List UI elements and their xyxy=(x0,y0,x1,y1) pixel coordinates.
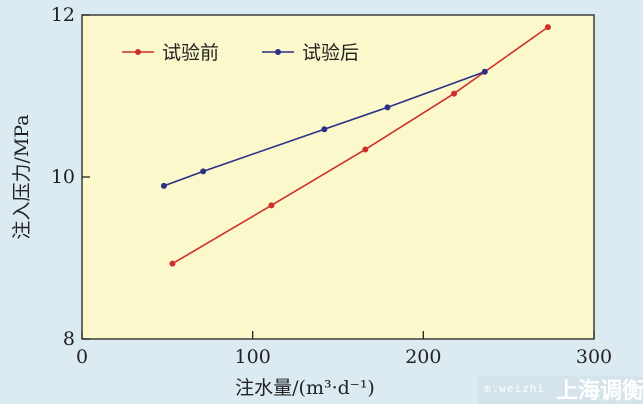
plot-area xyxy=(82,15,594,339)
legend-marker-0 xyxy=(135,49,141,55)
series-1-point-1 xyxy=(200,168,207,175)
series-1-point-2 xyxy=(321,126,328,133)
series-0-point-1 xyxy=(268,202,275,209)
x-tick-label-0: 0 xyxy=(76,346,88,368)
x-axis-title: 注水量/(m³·d⁻¹) xyxy=(235,377,375,399)
x-tick-label-2: 200 xyxy=(405,346,441,368)
series-1-point-0 xyxy=(160,182,167,189)
series-1-point-4 xyxy=(481,68,488,75)
legend: 试验前 试验后 xyxy=(122,42,359,64)
axes-layer: 0 100 200 300 8 10 12 xyxy=(51,4,612,368)
series-0-point-3 xyxy=(451,90,458,97)
series-1-point-3 xyxy=(384,104,391,111)
legend-label-1: 试验后 xyxy=(302,42,359,64)
y-tick-label-2: 12 xyxy=(51,4,75,26)
series-0-point-0 xyxy=(169,260,176,267)
y-axis-title: 注入压力/MPa xyxy=(11,114,33,239)
series-layer xyxy=(160,24,551,267)
y-tick-label-1: 10 xyxy=(51,166,75,188)
watermark-brand-tail: 衡 xyxy=(622,378,643,404)
legend-marker-1 xyxy=(275,49,281,55)
y-tick-label-0: 8 xyxy=(63,328,75,350)
x-tick-label-3: 300 xyxy=(576,346,612,368)
series-0-point-2 xyxy=(362,146,369,153)
watermark-brand: 上海调 xyxy=(556,378,622,404)
series-0-point-4 xyxy=(544,24,551,31)
legend-label-0: 试验前 xyxy=(162,42,219,64)
watermark-url: m.weizhi xyxy=(484,382,545,395)
watermark: m.weizhi 上海调 衡 xyxy=(478,376,643,404)
x-tick-label-1: 100 xyxy=(235,346,271,368)
